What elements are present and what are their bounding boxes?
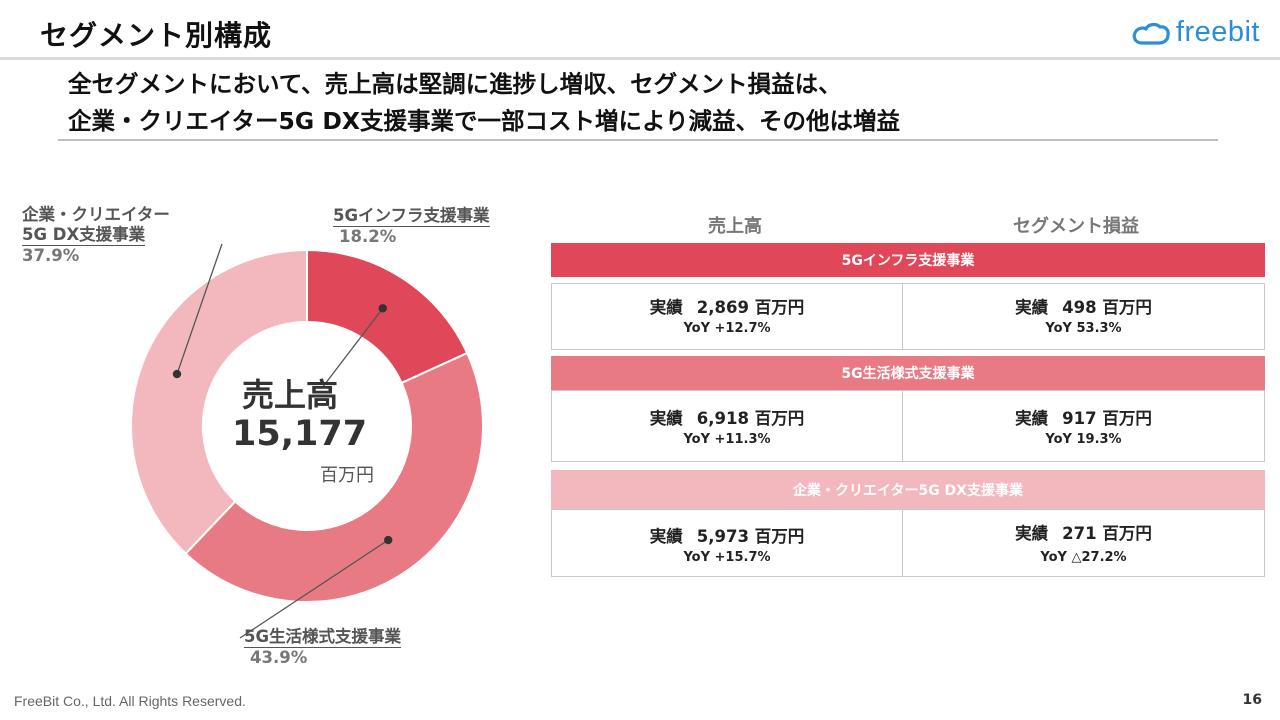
slice-label-5g-life: 5G生活様式支援事業 43.9% xyxy=(244,627,402,668)
page-title: セグメント別構成 xyxy=(40,19,273,52)
copyright-notice: FreeBit Co., Ltd. All Rights Reserved. xyxy=(14,693,246,709)
cell-profit-5g-life: 実績 917 百万円 YoY 19.3% xyxy=(902,390,1265,462)
cell-yoy: YoY 19.3% xyxy=(1045,432,1122,447)
donut-center-unit: 百万円 xyxy=(320,465,374,486)
leader-enterprise-line xyxy=(176,243,223,375)
logo-wordmark: freebit xyxy=(1175,16,1260,48)
slice-name-enterprise-line2: 5G DX支援事業 xyxy=(22,225,146,246)
leader-5g-infra-dot xyxy=(378,304,387,313)
cell-prefix: 実績 xyxy=(649,527,683,546)
donut-slice-5g-infra xyxy=(306,248,469,385)
slice-percent-5g-life: 43.9% xyxy=(250,648,308,667)
cell-sales-5g-life: 実績 6,918 百万円 YoY +11.3% xyxy=(551,390,903,462)
cell-prefix: 実績 xyxy=(1015,298,1049,317)
headline-line-2: 企業・クリエイター5G DX支援事業で一部コスト増により減益、その他は増益 xyxy=(68,107,901,135)
headline-divider xyxy=(58,139,1218,141)
donut-center-value: 15,177 xyxy=(232,414,368,454)
cloud-logo-icon xyxy=(1132,22,1170,45)
slice-percent-5g-infra: 18.2% xyxy=(339,227,397,246)
column-header-sales: 売上高 xyxy=(708,216,762,237)
cell-prefix: 実績 xyxy=(649,298,683,317)
donut-chart xyxy=(130,243,484,639)
leader-5g-life-line xyxy=(239,539,389,639)
segment-header-5g-life: 5G生活様式支援事業 xyxy=(551,356,1265,390)
cell-value: 917 百万円 xyxy=(1062,409,1152,428)
headline-line-1: 全セグメントにおいて、売上高は堅調に進捗し増収、セグメント損益は、 xyxy=(68,70,842,98)
cell-prefix: 実績 xyxy=(1015,524,1049,543)
cell-yoy: YoY △27.2% xyxy=(1040,550,1127,565)
cell-value: 271 百万円 xyxy=(1062,524,1152,543)
leader-enterprise-dot xyxy=(172,369,182,379)
leader-5g-infra-line xyxy=(321,307,384,389)
cell-prefix: 実績 xyxy=(649,409,683,428)
slice-percent-enterprise: 37.9% xyxy=(22,246,80,265)
title-divider xyxy=(0,57,1280,60)
cell-yoy: YoY +15.7% xyxy=(683,550,771,565)
headline: 全セグメントにおいて、売上高は堅調に進捗し増収、セグメント損益は、 企業・クリエ… xyxy=(68,66,1218,140)
slice-label-enterprise: 企業・クリエイター 5G DX支援事業 37.9% xyxy=(22,205,170,266)
page-number: 16 xyxy=(1242,692,1262,708)
segment-header-5g-infra: 5Gインフラ支援事業 xyxy=(551,243,1265,277)
cell-yoy: YoY +11.3% xyxy=(683,432,771,447)
column-header-profit: セグメント損益 xyxy=(1013,216,1139,237)
donut-slice-enterprise xyxy=(130,248,308,555)
cell-profit-enterprise: 実績 271 百万円 YoY △27.2% xyxy=(902,509,1265,577)
slice-name-5g-infra: 5Gインフラ支援事業 xyxy=(333,206,490,227)
cell-value: 498 百万円 xyxy=(1062,298,1152,317)
cell-yoy: YoY 53.3% xyxy=(1045,321,1122,336)
donut-slice-5g-life xyxy=(184,351,484,603)
slice-name-enterprise-line1: 企業・クリエイター xyxy=(22,205,170,224)
slice-label-5g-infra: 5Gインフラ支援事業 18.2% xyxy=(333,206,490,247)
cell-sales-enterprise: 実績 5,973 百万円 YoY +15.7% xyxy=(551,509,903,577)
freebit-logo: freebit xyxy=(1132,16,1260,49)
donut-center-title: 売上高 xyxy=(242,376,339,414)
segment-header-enterprise: 企業・クリエイター5G DX支援事業 xyxy=(551,470,1265,509)
slice-name-5g-life: 5G生活様式支援事業 xyxy=(244,627,402,648)
cell-sales-5g-infra: 実績 2,869 百万円 YoY +12.7% xyxy=(551,283,903,350)
cell-value: 5,973 百万円 xyxy=(696,527,805,546)
cell-profit-5g-infra: 実績 498 百万円 YoY 53.3% xyxy=(902,283,1265,350)
cell-prefix: 実績 xyxy=(1015,409,1049,428)
leader-5g-life-dot xyxy=(384,535,393,545)
cell-value: 2,869 百万円 xyxy=(696,298,805,317)
cell-value: 6,918 百万円 xyxy=(696,409,805,428)
cell-yoy: YoY +12.7% xyxy=(683,321,771,336)
